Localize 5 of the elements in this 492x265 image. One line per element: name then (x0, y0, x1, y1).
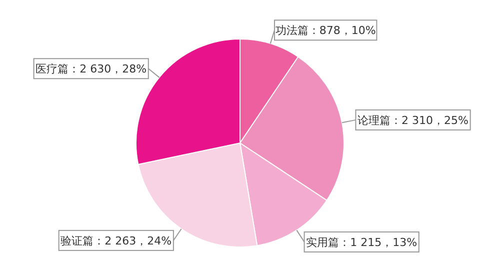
slice-label: 实用篇：1 215，13% (306, 236, 418, 249)
slice-label: 论理篇：2 310，25% (358, 114, 468, 127)
slice-label: 验证篇：2 263，24% (60, 234, 172, 248)
slice-label: 医疗篇：2 630，28% (36, 62, 147, 76)
slice-label: 功法篇：878，10% (275, 24, 376, 38)
